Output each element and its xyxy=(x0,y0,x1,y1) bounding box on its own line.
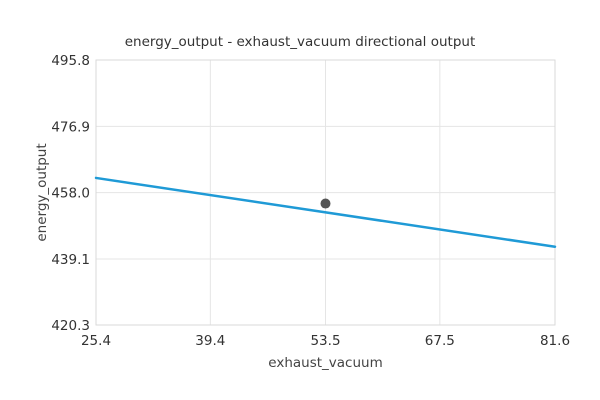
x-axis-title: exhaust_vacuum xyxy=(268,355,382,371)
y-tick-label-4: 495.8 xyxy=(51,53,90,69)
x-axis-ticks: 25.4 39.4 53.5 67.5 81.6 xyxy=(81,333,570,349)
data-point-marker xyxy=(320,198,331,209)
y-tick-label-3: 476.9 xyxy=(51,119,90,135)
x-tick-label-1: 39.4 xyxy=(195,333,225,349)
y-axis-title: energy_output xyxy=(34,143,50,241)
plot-frame xyxy=(95,59,556,326)
chart-title: energy_output - exhaust_vacuum direction… xyxy=(125,34,476,50)
y-tick-label-1: 439.1 xyxy=(51,252,90,268)
x-tick-label-2: 53.5 xyxy=(310,333,340,349)
series-layer xyxy=(94,176,557,248)
x-tick-label-0: 25.4 xyxy=(81,333,111,349)
y-tick-label-2: 458.0 xyxy=(51,186,90,202)
marker-layer xyxy=(320,198,331,209)
y-axis-ticks: 420.3 439.1 458.0 476.9 495.8 xyxy=(51,53,90,334)
y-tick-label-0: 420.3 xyxy=(51,318,90,334)
x-tick-label-3: 67.5 xyxy=(425,333,455,349)
series-line-0 xyxy=(94,176,557,248)
grid xyxy=(95,59,556,326)
x-tick-label-4: 81.6 xyxy=(540,333,570,349)
